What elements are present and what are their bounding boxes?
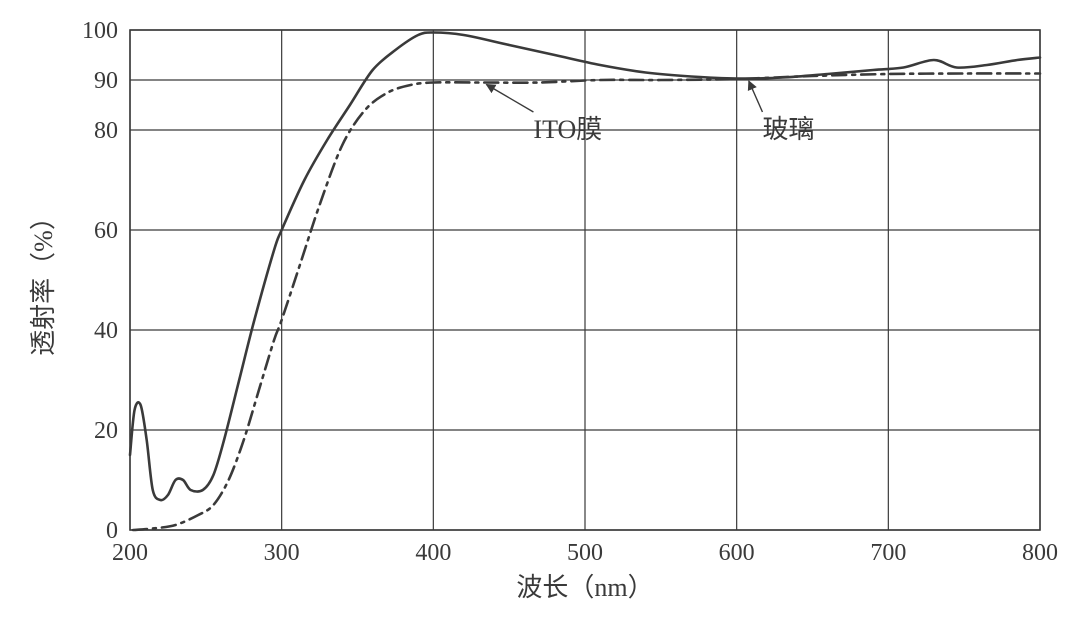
y-tick-label: 80 [94, 118, 118, 144]
x-tick-label: 400 [415, 540, 451, 566]
annotation-label: 玻璃 [762, 115, 814, 144]
x-tick-label: 700 [870, 540, 906, 566]
y-tick-label: 20 [94, 418, 118, 444]
chart-bg [0, 0, 1075, 619]
chart-container: ITO膜玻璃200300400500600700800波长（nm）0204060… [0, 0, 1075, 619]
y-axis-title: 透射率（%） [29, 204, 58, 356]
x-tick-label: 500 [567, 540, 603, 566]
y-tick-label: 40 [94, 318, 118, 344]
y-tick-label: 100 [82, 18, 118, 44]
annotation-label: ITO膜 [533, 115, 602, 144]
x-tick-label: 800 [1022, 540, 1058, 566]
transmittance-chart: ITO膜玻璃200300400500600700800波长（nm）0204060… [0, 0, 1075, 619]
x-axis-title: 波长（nm） [516, 573, 653, 602]
y-tick-label: 90 [94, 68, 118, 94]
y-tick-label: 0 [106, 518, 118, 544]
x-tick-label: 300 [264, 540, 300, 566]
x-tick-label: 600 [719, 540, 755, 566]
y-tick-label: 60 [94, 218, 118, 244]
